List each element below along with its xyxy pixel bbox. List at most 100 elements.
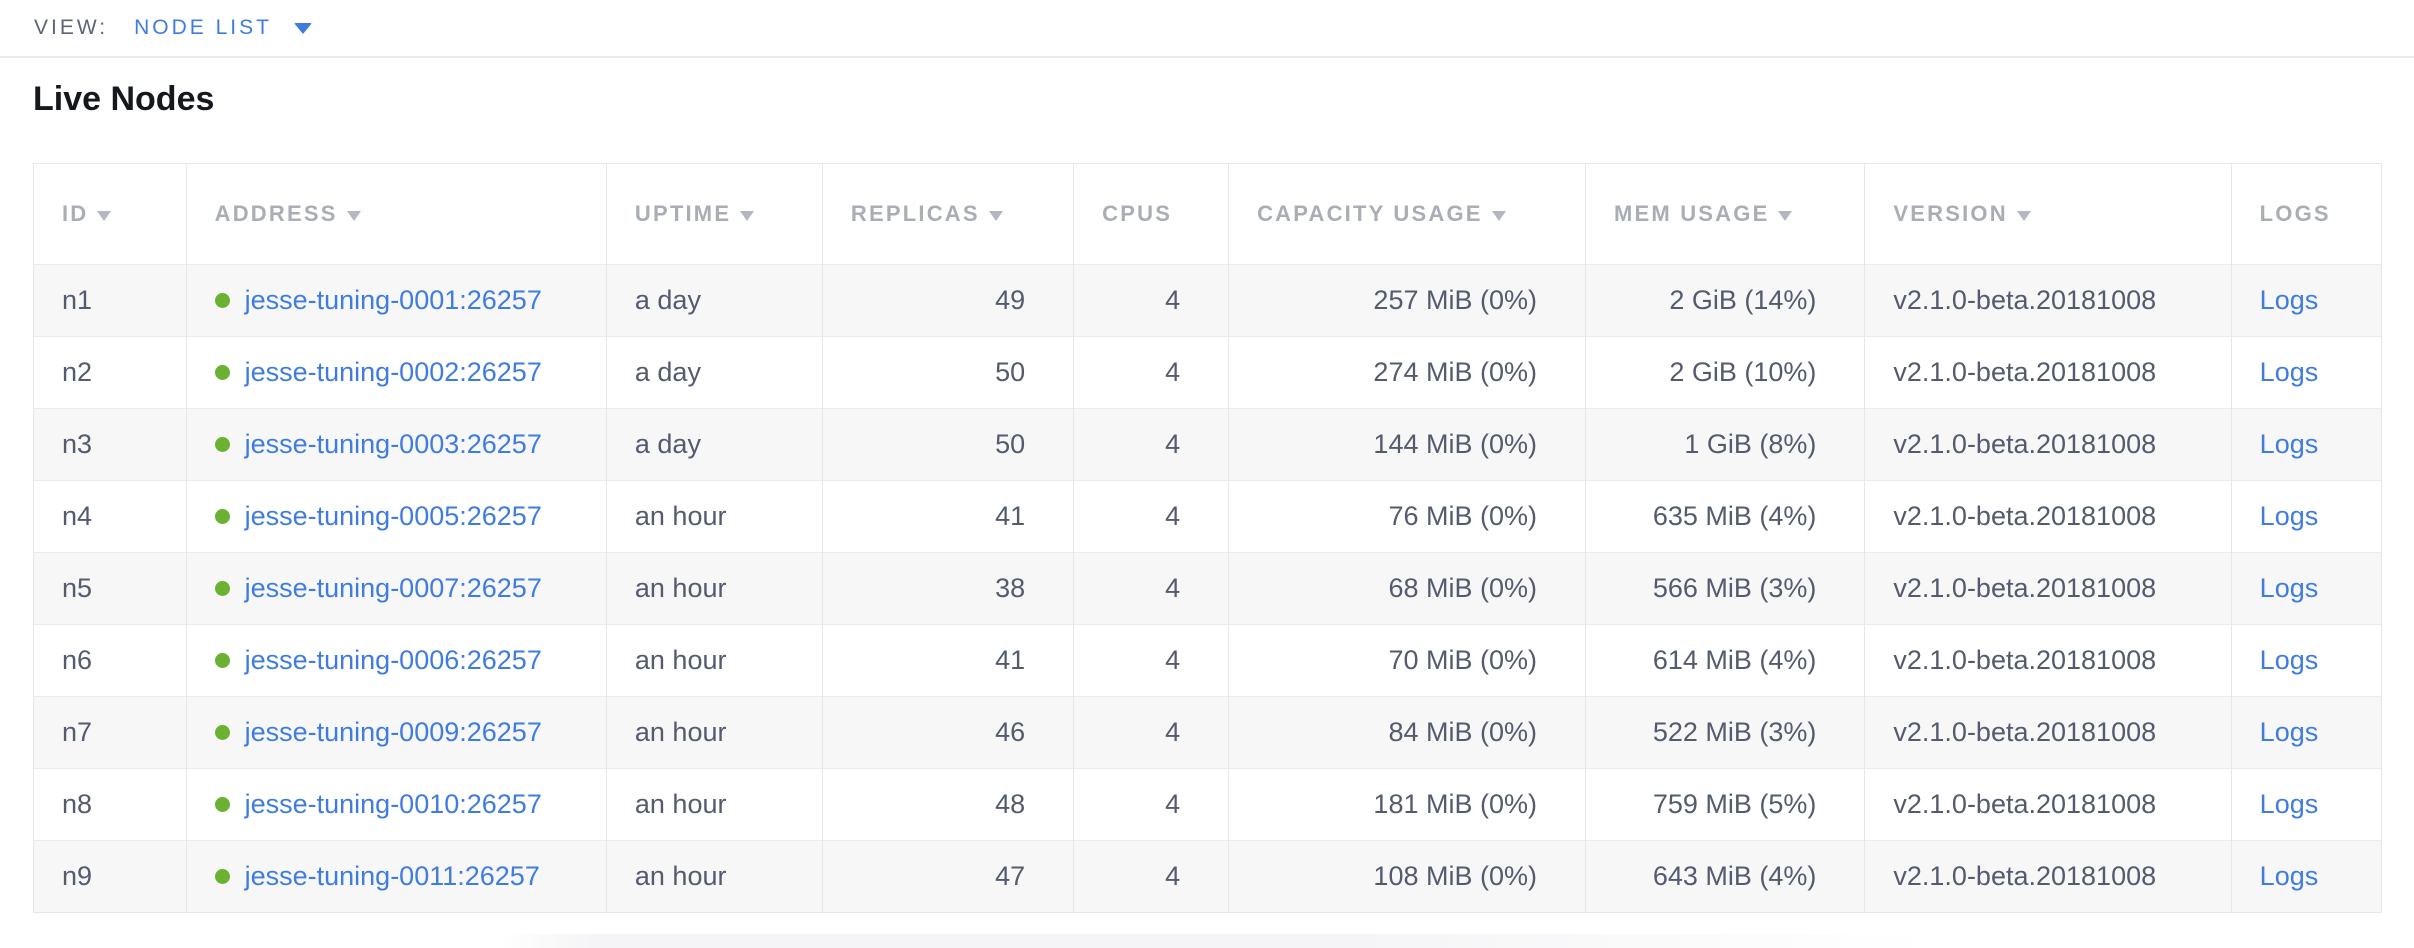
live-nodes-table: ID ADDRESS UPTIME REPLICAS CPUS CAPACITY USAG… (33, 163, 2383, 913)
table-row: n4 jesse-tuning-0005:26257 an hour 41 4 76 Mi… (33, 480, 2383, 553)
node-address-link[interactable]: jesse-tuning-0006:26257 (244, 645, 542, 675)
uptime-cell: a day (605, 264, 823, 337)
capacity_usage-cell: 144 MiB (0%) (1228, 408, 1586, 481)
capacity_usage-cell: 181 MiB (0%) (1228, 768, 1586, 841)
mem_usage-cell: 566 MiB (3%) (1584, 552, 1866, 625)
node-address: jesse-tuning-0011:26257 (214, 861, 578, 892)
logs-link[interactable]: Logs (2259, 285, 2319, 315)
sort-caret-icon (740, 211, 755, 221)
column-header-id[interactable]: ID (33, 163, 187, 265)
cpus-cell: 4 (1073, 696, 1230, 769)
cpus-cell: 4 (1073, 624, 1230, 697)
node-address-cell: jesse-tuning-0011:26257 (185, 840, 607, 913)
node-address: jesse-tuning-0001:26257 (214, 285, 578, 316)
table-header-row: ID ADDRESS UPTIME REPLICAS CPUS CAPACITY USAG… (33, 163, 2383, 265)
live-nodes-section: Live Nodes ID ADDRESS UPTIME REPLICAS CPUS CA… (0, 80, 2414, 913)
green-dot-icon (214, 509, 230, 524)
id-cell: n2 (33, 336, 187, 409)
column-header-uptime[interactable]: UPTIME (605, 163, 823, 265)
green-dot-icon (214, 725, 230, 740)
node-address-cell: jesse-tuning-0002:26257 (185, 336, 607, 409)
view-selector-value: NODE LIST (134, 16, 272, 39)
node-address-cell: jesse-tuning-0007:26257 (185, 552, 607, 625)
version-cell: v2.1.0-beta.20181008 (1864, 840, 2232, 913)
node-address-link[interactable]: jesse-tuning-0007:26257 (244, 573, 542, 603)
view-selector-dropdown[interactable]: NODE LIST (134, 16, 312, 40)
column-header-label: ADDRESS (214, 201, 338, 226)
mem_usage-cell: 1 GiB (8%) (1584, 408, 1866, 481)
logs-link[interactable]: Logs (2259, 573, 2319, 603)
logs-link[interactable]: Logs (2259, 717, 2319, 747)
green-dot-icon (214, 581, 230, 596)
table-row: n3 jesse-tuning-0003:26257 a day 50 4 144 MiB… (33, 408, 2383, 481)
capacity_usage-cell: 274 MiB (0%) (1228, 336, 1586, 409)
uptime-cell: an hour (605, 624, 823, 697)
uptime-cell: an hour (605, 696, 823, 769)
node-address-link[interactable]: jesse-tuning-0002:26257 (244, 357, 542, 387)
capacity_usage-cell: 68 MiB (0%) (1228, 552, 1586, 625)
cpus-cell: 4 (1073, 480, 1230, 553)
node-address: jesse-tuning-0007:26257 (214, 573, 578, 604)
logs-cell: Logs (2230, 480, 2383, 553)
capacity_usage-cell: 84 MiB (0%) (1228, 696, 1586, 769)
green-dot-icon (214, 437, 230, 452)
id-cell: n9 (33, 840, 187, 913)
node-address-link[interactable]: jesse-tuning-0009:26257 (244, 717, 542, 747)
node-address-link[interactable]: jesse-tuning-0005:26257 (244, 501, 542, 531)
mem_usage-cell: 643 MiB (4%) (1584, 840, 1866, 913)
logs-link[interactable]: Logs (2259, 501, 2319, 531)
green-dot-icon (214, 293, 230, 308)
green-dot-icon (214, 653, 230, 668)
logs-link[interactable]: Logs (2259, 645, 2319, 675)
sort-caret-icon (988, 211, 1003, 221)
id-cell: n3 (33, 408, 187, 481)
column-header-label: REPLICAS (850, 201, 980, 226)
column-header-version[interactable]: VERSION (1864, 163, 2232, 265)
mem_usage-cell: 2 GiB (14%) (1584, 264, 1866, 337)
replicas-cell: 50 (821, 336, 1075, 409)
uptime-cell: an hour (605, 480, 823, 553)
uptime-cell: an hour (605, 840, 823, 913)
green-dot-icon (214, 869, 230, 884)
id-cell: n1 (33, 264, 187, 337)
mem_usage-cell: 2 GiB (10%) (1584, 336, 1866, 409)
node-address: jesse-tuning-0005:26257 (214, 501, 578, 532)
logs-link[interactable]: Logs (2259, 429, 2319, 459)
node-address-cell: jesse-tuning-0006:26257 (185, 624, 607, 697)
column-header-capacity_usage[interactable]: CAPACITY USAGE (1228, 163, 1586, 265)
logs-link[interactable]: Logs (2259, 357, 2319, 387)
node-address-link[interactable]: jesse-tuning-0001:26257 (244, 285, 542, 315)
node-address-cell: jesse-tuning-0003:26257 (185, 408, 607, 481)
sort-caret-icon (1491, 211, 1506, 221)
mem_usage-cell: 522 MiB (3%) (1584, 696, 1866, 769)
table-row: n1 jesse-tuning-0001:26257 a day 49 4 257 MiB… (33, 264, 2383, 337)
node-address-link[interactable]: jesse-tuning-0011:26257 (244, 861, 540, 891)
node-address-link[interactable]: jesse-tuning-0010:26257 (244, 789, 542, 819)
node-address-cell: jesse-tuning-0001:26257 (185, 264, 607, 337)
caret-down-icon (293, 22, 312, 34)
node-address-cell: jesse-tuning-0010:26257 (185, 768, 607, 841)
cpus-cell: 4 (1073, 552, 1230, 625)
logs-link[interactable]: Logs (2259, 789, 2319, 819)
replicas-cell: 47 (821, 840, 1075, 913)
node-address: jesse-tuning-0009:26257 (214, 717, 578, 748)
capacity_usage-cell: 70 MiB (0%) (1228, 624, 1586, 697)
uptime-cell: a day (605, 408, 823, 481)
column-header-replicas[interactable]: REPLICAS (821, 163, 1075, 265)
green-dot-icon (214, 365, 230, 380)
green-dot-icon (214, 797, 230, 812)
column-header-mem_usage[interactable]: MEM USAGE (1584, 163, 1866, 265)
logs-link[interactable]: Logs (2259, 861, 2319, 891)
cpus-cell: 4 (1073, 408, 1230, 481)
version-cell: v2.1.0-beta.20181008 (1864, 624, 2232, 697)
column-header-address[interactable]: ADDRESS (185, 163, 607, 265)
capacity_usage-cell: 108 MiB (0%) (1228, 840, 1586, 913)
sort-caret-icon (97, 211, 112, 221)
node-address-link[interactable]: jesse-tuning-0003:26257 (244, 429, 542, 459)
version-cell: v2.1.0-beta.20181008 (1864, 696, 2232, 769)
version-cell: v2.1.0-beta.20181008 (1864, 768, 2232, 841)
view-label: VIEW: (34, 16, 109, 39)
id-cell: n7 (33, 696, 187, 769)
column-header-logs: LOGS (2230, 163, 2383, 265)
logs-cell: Logs (2230, 624, 2383, 697)
